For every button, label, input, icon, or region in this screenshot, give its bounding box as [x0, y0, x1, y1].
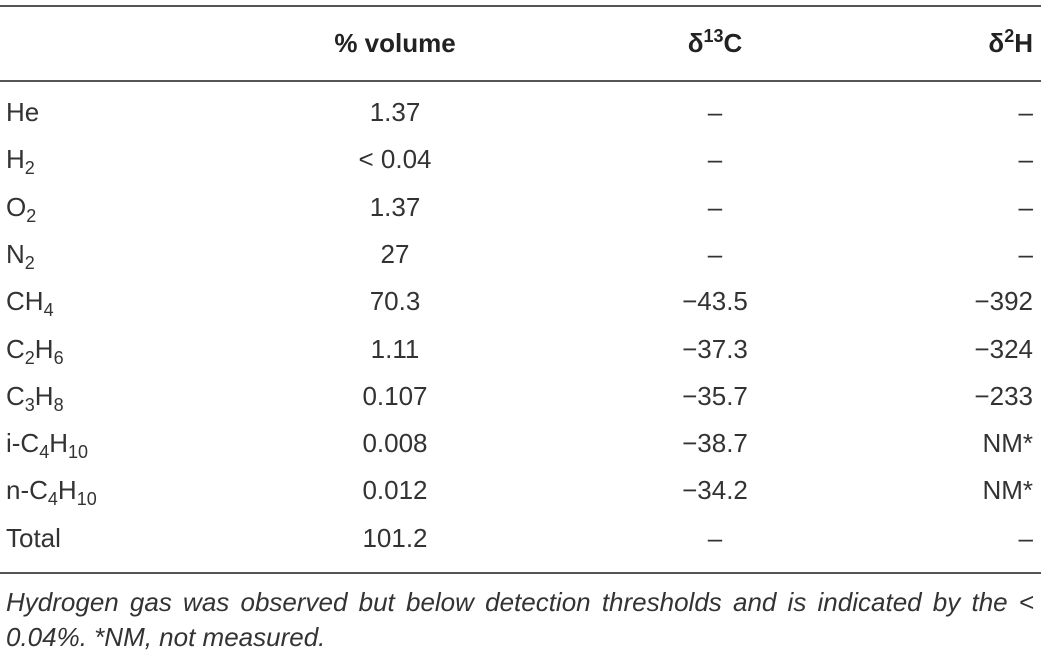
script-text: 2	[24, 158, 35, 179]
script-text: 8	[53, 394, 64, 415]
script-text: 2	[1004, 26, 1015, 46]
column-header: δ2H	[988, 26, 1033, 58]
table-cell: –	[707, 97, 723, 127]
script-text: 2	[24, 252, 35, 273]
table-cell: 0.012	[362, 475, 428, 506]
table-cell: < 0.04	[358, 144, 432, 175]
table-cell: −324	[974, 333, 1033, 364]
text-part: n-C	[6, 475, 48, 506]
text-part: H	[6, 144, 25, 175]
row-label: H2	[6, 144, 35, 177]
row-label: n-C4H10	[6, 475, 97, 508]
row-label: i-C4H10	[6, 428, 88, 461]
table-cell: –	[1018, 238, 1033, 269]
table-cell: −233	[974, 380, 1033, 411]
text-part: He	[6, 97, 40, 127]
table-cell: −392	[974, 286, 1033, 317]
script-text: 4	[47, 489, 58, 510]
text-part: C	[6, 380, 25, 411]
text-part: CH	[6, 286, 44, 317]
header-rule	[0, 80, 1041, 82]
row-label: C3H8	[6, 380, 64, 414]
text-part: H	[34, 333, 54, 364]
text-part: C	[6, 333, 25, 364]
text-part: N	[6, 238, 25, 269]
table-cell: –	[707, 522, 723, 553]
script-text: 3	[24, 394, 35, 415]
table-cell: 1.37	[369, 191, 421, 222]
table-cell: –	[1018, 144, 1033, 175]
table-cell: –	[707, 144, 723, 175]
row-label: C2H6	[6, 333, 64, 367]
table-cell: –	[707, 191, 723, 222]
table-cell: 70.3	[369, 286, 421, 317]
table-cell: 1.11	[370, 333, 420, 364]
table-cell: –	[1018, 97, 1033, 127]
script-text: 4	[43, 300, 54, 321]
table-cell: −35.7	[682, 380, 748, 411]
script-text: 2	[24, 347, 35, 368]
row-label: N2	[6, 238, 35, 272]
text-part: Total	[6, 522, 61, 553]
table-cell: 1.37	[369, 97, 421, 127]
table-cell: –	[707, 238, 723, 269]
script-text: 10	[68, 442, 89, 463]
script-text: 2	[26, 205, 37, 226]
row-label: O2	[6, 191, 36, 225]
table-cell: −38.7	[682, 428, 748, 459]
text-part: δ	[687, 28, 704, 58]
row-label: He	[6, 97, 39, 127]
script-text: 4	[39, 442, 50, 463]
script-text: 10	[76, 489, 97, 510]
footnote: Hydrogen gas was observed but below dete…	[6, 587, 1034, 652]
text-part: H	[34, 380, 54, 411]
table-cell: 0.008	[362, 428, 428, 459]
table-cell: −37.3	[682, 333, 748, 364]
text-part: O	[6, 191, 27, 222]
text-part: i-C	[6, 428, 40, 459]
text-part: H	[57, 475, 77, 506]
top-rule	[0, 5, 1041, 7]
table-cell: –	[1018, 522, 1033, 553]
table-cell: −34.2	[682, 475, 748, 506]
column-header: % volume	[295, 28, 495, 58]
text-part: H	[1014, 28, 1033, 58]
text-part: δ	[988, 28, 1005, 58]
table-cell: 27	[380, 238, 410, 269]
bottom-rule	[0, 572, 1041, 574]
row-label: CH4	[6, 286, 54, 319]
script-text: 13	[703, 26, 724, 46]
text-part: % volume	[334, 28, 456, 58]
row-label: Total	[6, 523, 61, 553]
text-part: H	[49, 428, 69, 459]
table-cell: −43.5	[682, 286, 748, 317]
table-cell: 0.107	[362, 380, 428, 411]
script-text: 6	[53, 347, 64, 368]
table-cell: 101.2	[362, 522, 428, 553]
table-cell: NM*	[982, 475, 1033, 506]
table-cell: NM*	[982, 428, 1033, 459]
column-header: δ13C	[615, 26, 815, 58]
text-part: C	[723, 28, 743, 58]
table-cell: –	[1018, 191, 1033, 222]
